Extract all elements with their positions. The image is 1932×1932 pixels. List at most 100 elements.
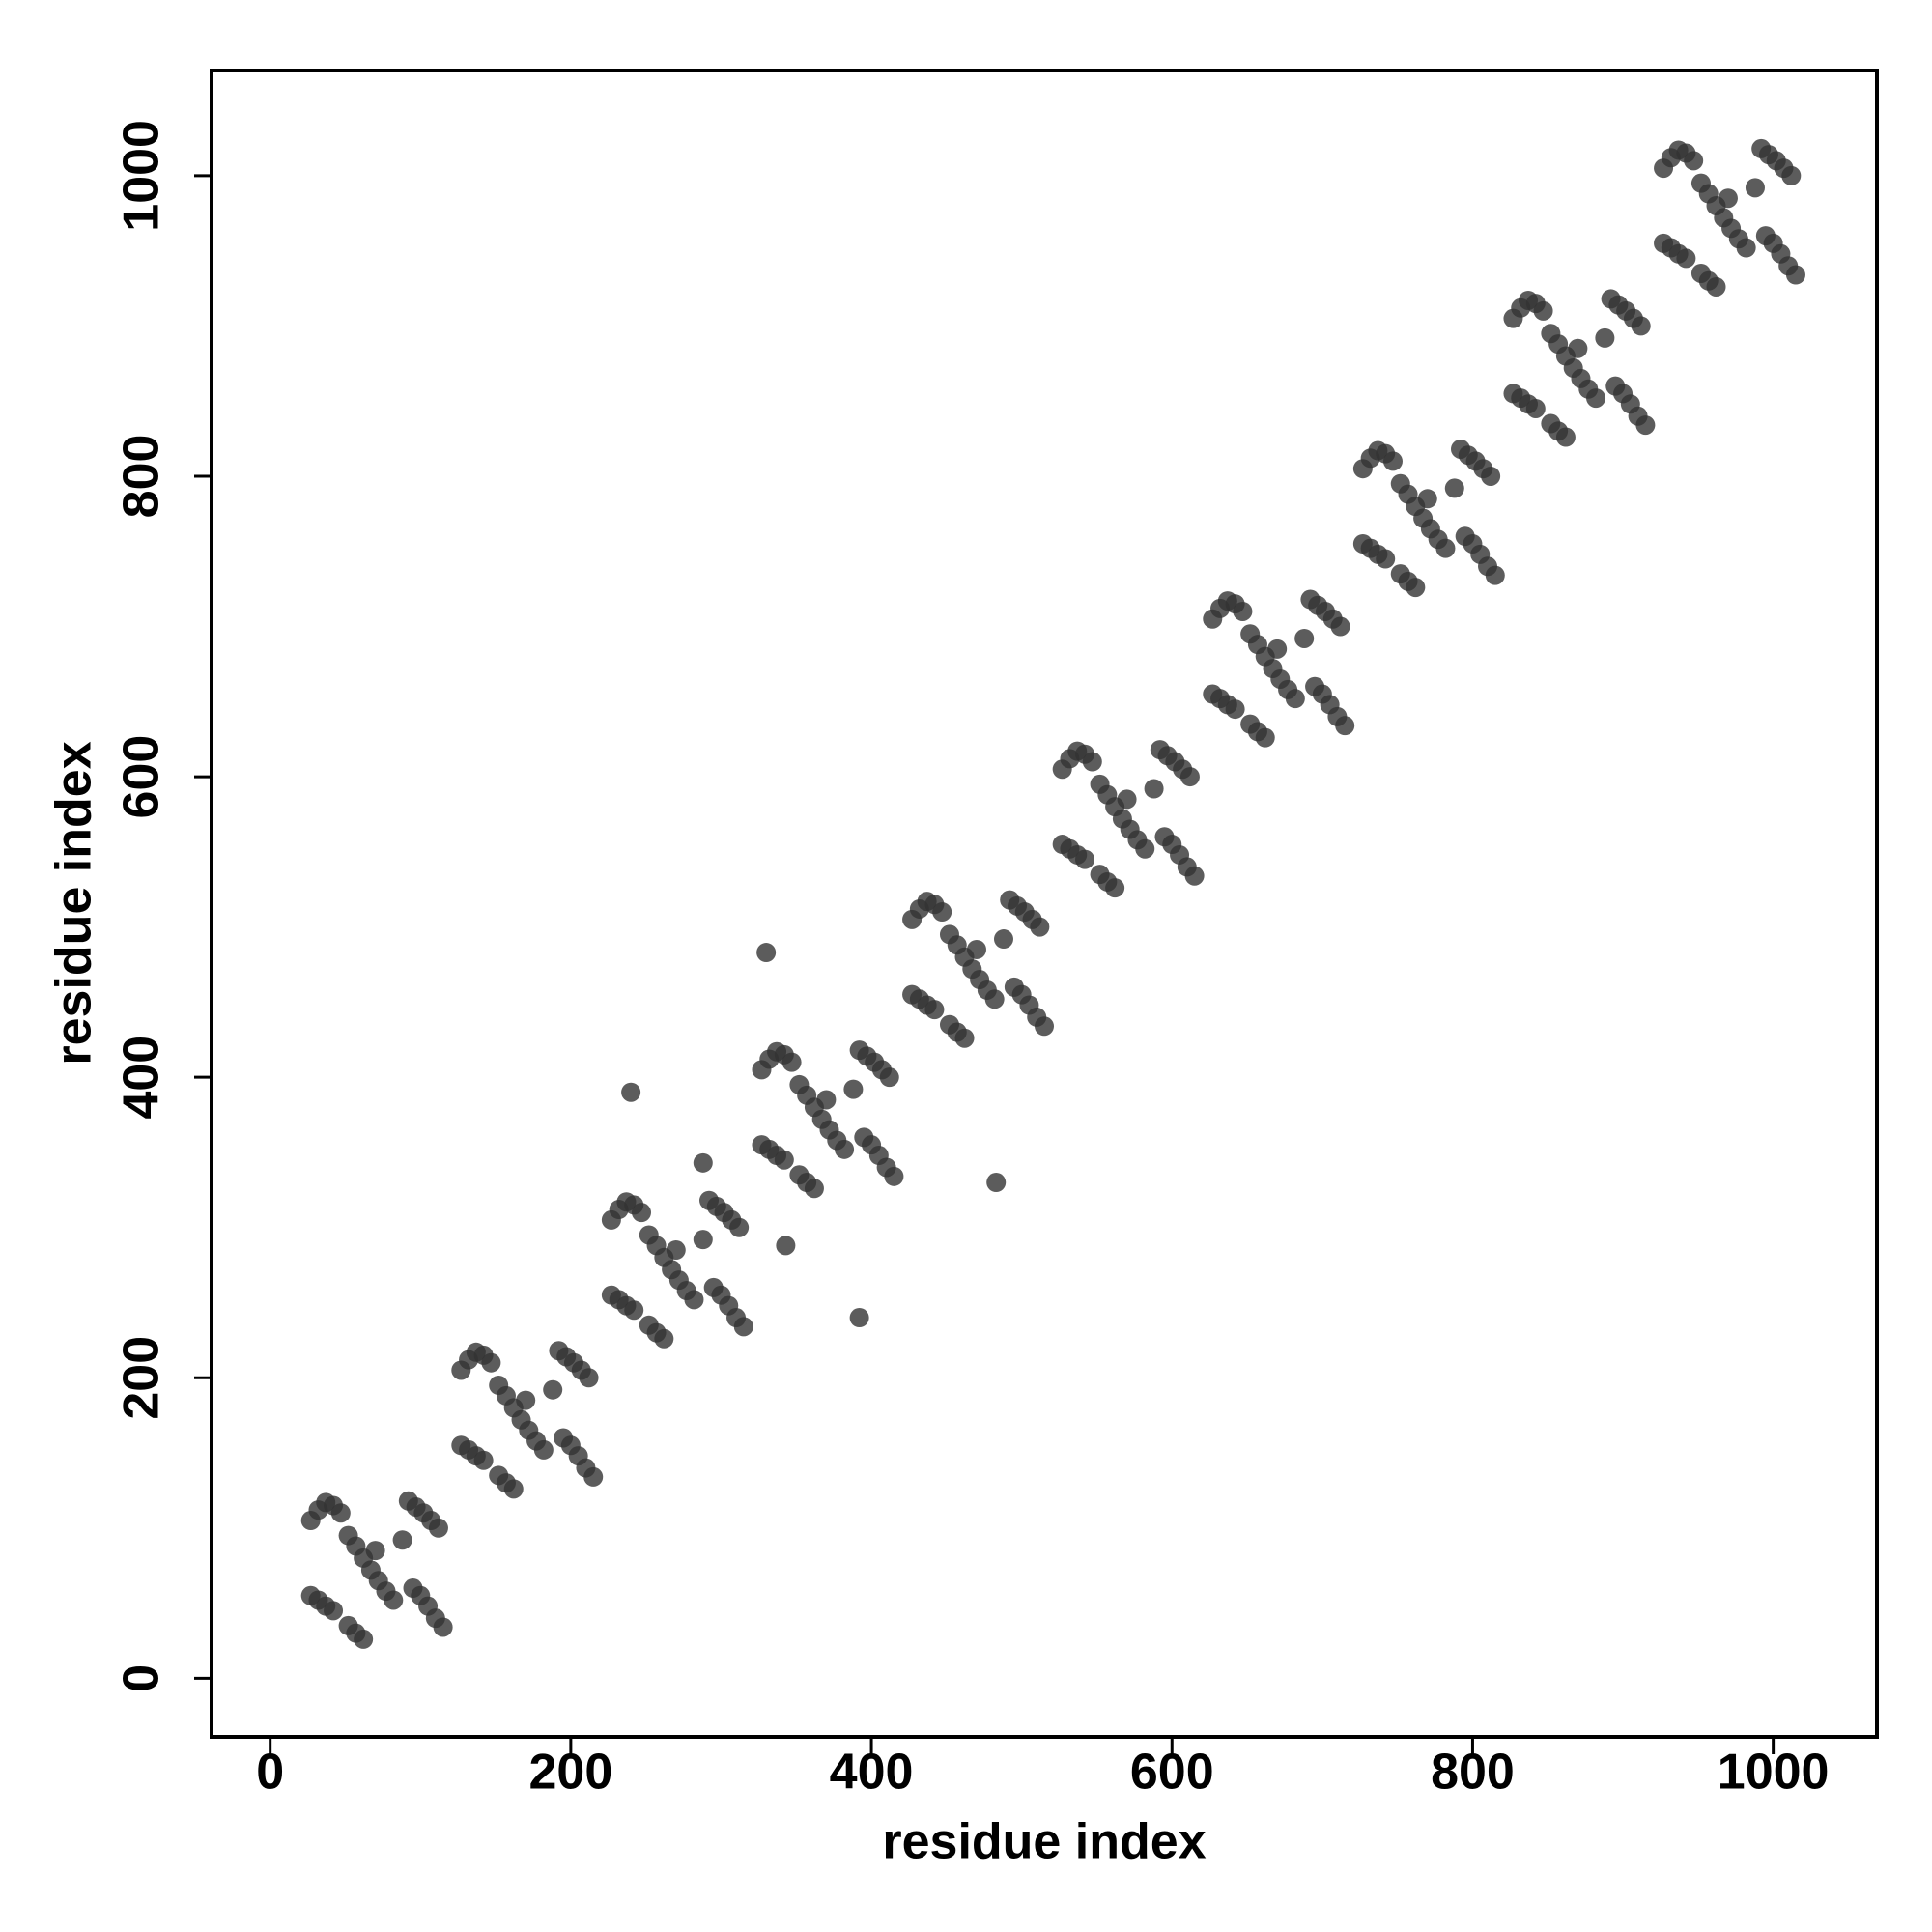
y-tick-label: 0 xyxy=(114,1664,170,1692)
point xyxy=(1135,838,1155,859)
point xyxy=(1481,466,1501,486)
point xyxy=(756,943,777,963)
point xyxy=(1144,779,1164,799)
point xyxy=(1525,398,1546,418)
point xyxy=(579,1368,599,1388)
point xyxy=(1082,752,1102,772)
y-tick-label: 600 xyxy=(114,735,170,819)
x-tick-label: 1000 xyxy=(1718,1745,1830,1801)
point xyxy=(543,1379,563,1400)
x-tick-label: 200 xyxy=(528,1745,612,1801)
point xyxy=(835,1139,855,1159)
point xyxy=(1417,489,1437,509)
x-tick-label: 0 xyxy=(256,1745,284,1801)
point xyxy=(621,1082,641,1102)
point xyxy=(843,1079,864,1099)
x-tick-label: 800 xyxy=(1431,1745,1515,1801)
point xyxy=(330,1503,351,1523)
point xyxy=(984,989,1005,1009)
point xyxy=(428,1518,448,1538)
point xyxy=(365,1541,385,1561)
y-tick-label: 400 xyxy=(114,1036,170,1120)
point xyxy=(533,1439,554,1460)
x-axis-title: residue index xyxy=(882,1814,1206,1870)
point xyxy=(1376,549,1396,569)
point xyxy=(1225,699,1245,720)
point xyxy=(966,939,986,959)
point xyxy=(1179,767,1200,787)
point xyxy=(1745,178,1765,198)
point xyxy=(632,1203,652,1223)
point xyxy=(884,1166,904,1186)
point xyxy=(1267,639,1288,659)
point xyxy=(986,1173,1007,1193)
point xyxy=(1035,1016,1054,1037)
point xyxy=(693,1230,713,1250)
point xyxy=(1586,388,1606,409)
point xyxy=(1105,878,1125,898)
point xyxy=(1635,415,1656,436)
point xyxy=(1595,327,1615,348)
plot-frame xyxy=(210,69,1879,1739)
point xyxy=(1631,316,1651,336)
point xyxy=(1030,917,1050,937)
point xyxy=(1406,578,1426,598)
point xyxy=(1255,727,1275,748)
y-tick-label: 800 xyxy=(114,435,170,519)
point xyxy=(1117,789,1137,810)
x-tick-label: 400 xyxy=(830,1745,914,1801)
point xyxy=(776,1236,796,1256)
point xyxy=(1718,188,1738,209)
point xyxy=(1676,248,1696,269)
point xyxy=(1444,478,1464,498)
point xyxy=(392,1530,412,1550)
point xyxy=(1335,716,1355,736)
point xyxy=(354,1629,374,1649)
point xyxy=(774,1150,794,1170)
point xyxy=(816,1090,837,1110)
point xyxy=(666,1240,686,1261)
point xyxy=(804,1179,824,1199)
point xyxy=(781,1052,802,1072)
point xyxy=(1435,538,1456,558)
point xyxy=(733,1317,753,1337)
point xyxy=(433,1617,453,1637)
point xyxy=(384,1590,404,1610)
point xyxy=(1485,565,1505,585)
point xyxy=(954,1028,975,1048)
point xyxy=(1330,616,1350,637)
point xyxy=(1781,165,1802,185)
y-axis-title: residue index xyxy=(46,741,102,1065)
point xyxy=(324,1601,344,1621)
point xyxy=(932,902,952,923)
point xyxy=(1555,427,1576,447)
y-tick-label: 1000 xyxy=(114,120,170,232)
point xyxy=(1382,451,1403,471)
point xyxy=(993,929,1013,950)
point xyxy=(583,1466,604,1487)
point xyxy=(1684,151,1704,171)
x-tick-label: 600 xyxy=(1130,1745,1214,1801)
point xyxy=(1568,338,1588,358)
point xyxy=(1294,628,1315,648)
y-tick-label: 200 xyxy=(114,1336,170,1420)
point xyxy=(1736,238,1756,258)
point xyxy=(693,1152,713,1173)
point xyxy=(924,1000,945,1020)
point xyxy=(624,1300,644,1321)
point xyxy=(1706,276,1726,297)
point xyxy=(654,1328,674,1349)
point xyxy=(481,1352,501,1373)
point xyxy=(1184,866,1205,886)
point xyxy=(729,1217,750,1237)
point xyxy=(1285,689,1305,709)
point xyxy=(503,1479,524,1499)
point xyxy=(1785,265,1805,285)
point xyxy=(849,1308,869,1328)
point xyxy=(473,1450,494,1470)
point xyxy=(1533,300,1553,321)
point xyxy=(1075,849,1095,869)
point xyxy=(684,1290,704,1310)
